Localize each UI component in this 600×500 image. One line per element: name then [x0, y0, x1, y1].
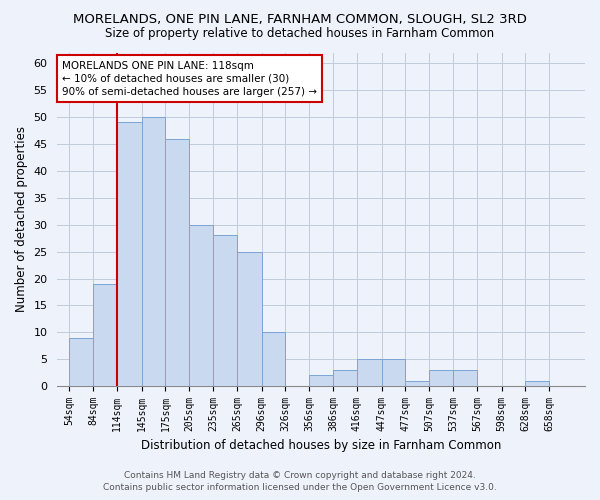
Bar — [357, 360, 382, 386]
Bar — [190, 224, 213, 386]
Bar — [166, 138, 190, 386]
Bar — [117, 122, 142, 386]
Bar — [213, 236, 237, 386]
X-axis label: Distribution of detached houses by size in Farnham Common: Distribution of detached houses by size … — [141, 440, 502, 452]
Bar — [526, 381, 549, 386]
Y-axis label: Number of detached properties: Number of detached properties — [15, 126, 28, 312]
Bar — [429, 370, 453, 386]
Bar — [70, 338, 93, 386]
Bar — [406, 381, 429, 386]
Bar — [333, 370, 357, 386]
Bar — [453, 370, 477, 386]
Text: MORELANDS, ONE PIN LANE, FARNHAM COMMON, SLOUGH, SL2 3RD: MORELANDS, ONE PIN LANE, FARNHAM COMMON,… — [73, 12, 527, 26]
Bar — [142, 117, 166, 386]
Bar — [382, 360, 406, 386]
Text: MORELANDS ONE PIN LANE: 118sqm
← 10% of detached houses are smaller (30)
90% of : MORELANDS ONE PIN LANE: 118sqm ← 10% of … — [62, 60, 317, 97]
Bar — [262, 332, 286, 386]
Bar — [93, 284, 117, 386]
Bar — [237, 252, 262, 386]
Bar — [309, 376, 333, 386]
Text: Size of property relative to detached houses in Farnham Common: Size of property relative to detached ho… — [106, 28, 494, 40]
Text: Contains HM Land Registry data © Crown copyright and database right 2024.
Contai: Contains HM Land Registry data © Crown c… — [103, 471, 497, 492]
